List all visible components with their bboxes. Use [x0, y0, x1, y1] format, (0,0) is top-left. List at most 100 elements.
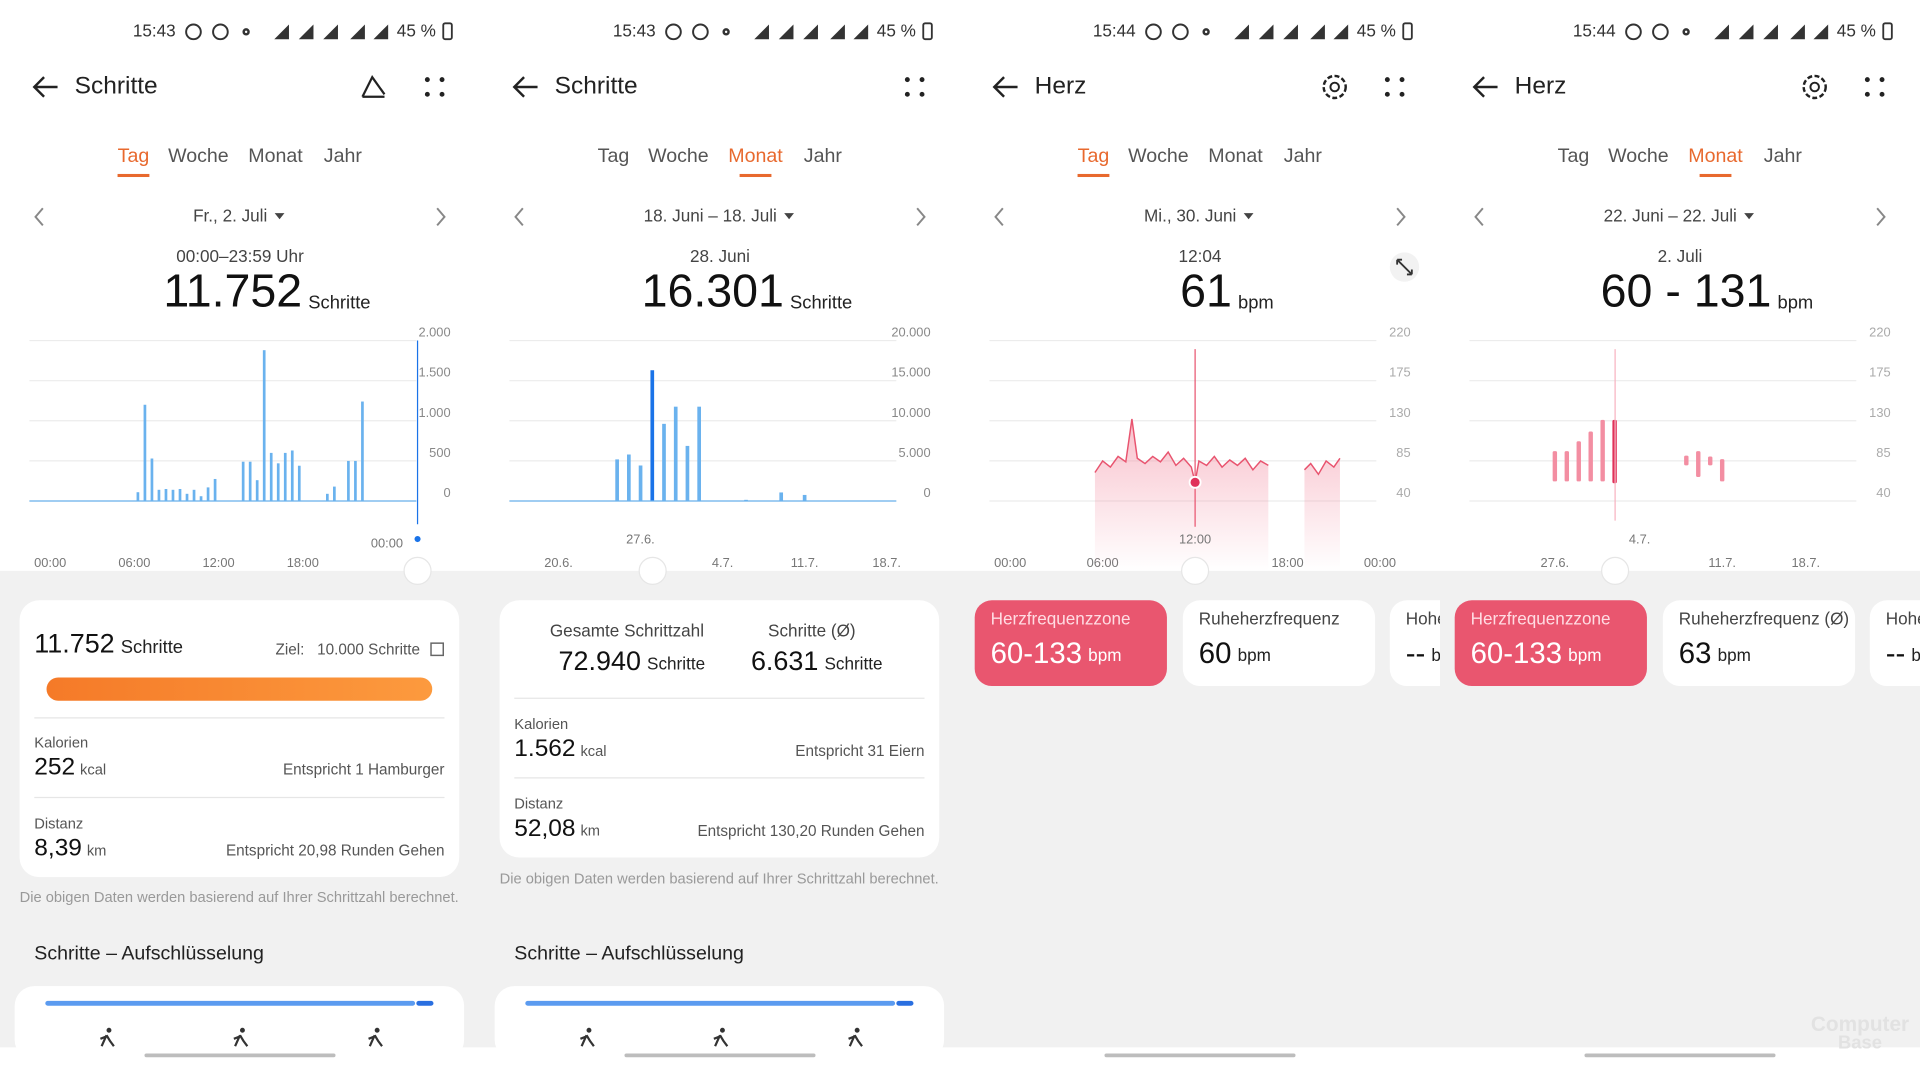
period-tab[interactable]: Jahr — [1764, 145, 1803, 167]
menu-dot[interactable] — [904, 91, 910, 97]
menu-dot[interactable] — [1879, 91, 1885, 97]
menu-dot[interactable] — [1864, 77, 1870, 83]
period-tab[interactable]: Jahr — [324, 145, 363, 167]
metric-card[interactable] — [1662, 600, 1856, 687]
prev-button[interactable] — [994, 207, 1004, 227]
top-background — [0, 0, 480, 571]
x-tick-label: 27.6. — [1541, 555, 1570, 570]
activity-icon-head — [586, 1027, 592, 1033]
big-unit: Schritte — [790, 292, 852, 313]
bar — [157, 489, 161, 502]
next-button[interactable] — [436, 207, 446, 227]
period-tab[interactable]: Tag — [118, 145, 150, 167]
menu-dot[interactable] — [424, 91, 430, 97]
next-button[interactable] — [916, 207, 926, 227]
metric-card[interactable] — [974, 600, 1167, 687]
period-tab[interactable]: Jahr — [1284, 145, 1323, 167]
x-tick-label: 00:00 — [34, 555, 66, 570]
status-icon — [803, 24, 818, 40]
period-tab[interactable]: Tag — [1078, 145, 1110, 167]
bar — [650, 370, 655, 502]
menu-dot[interactable] — [1399, 77, 1405, 83]
x-tick-label: 11.7. — [791, 555, 819, 570]
date-selector[interactable]: Mi., 30. Juni — [1144, 205, 1236, 225]
stat-label: Gesamte Schrittzahl — [550, 621, 704, 641]
route-icon[interactable] — [361, 75, 386, 98]
bar — [361, 401, 364, 502]
metric-card[interactable] — [1454, 600, 1647, 687]
period-tab[interactable]: Jahr — [804, 145, 843, 167]
date-selector[interactable]: 22. Juni – 22. Juli — [1604, 205, 1737, 225]
period-tab[interactable]: Monat — [248, 145, 303, 167]
prev-button[interactable] — [1474, 207, 1484, 227]
status-time: 15:44 — [1573, 20, 1616, 40]
bar — [326, 493, 329, 502]
metric-value: 8,39 — [34, 834, 82, 861]
metric-note: Entspricht 130,20 Runden Gehen — [697, 823, 924, 840]
menu-dot[interactable] — [919, 91, 925, 97]
metric-card[interactable] — [1182, 600, 1376, 687]
period-tab[interactable]: Woche — [648, 145, 709, 167]
period-tab[interactable]: Tag — [1558, 145, 1590, 167]
menu-dot[interactable] — [1864, 91, 1870, 97]
activity-icon — [368, 1034, 383, 1047]
settings-icon[interactable] — [1802, 74, 1827, 100]
period-tab[interactable]: Monat — [1208, 145, 1263, 167]
prev-button[interactable] — [34, 207, 44, 227]
active-tab-underline — [1699, 173, 1732, 178]
y-tick-label: 1.000 — [418, 405, 450, 420]
date-selector[interactable]: Fr., 2. Juli — [193, 205, 267, 225]
y-tick-label: 175 — [1869, 365, 1890, 380]
metric-card[interactable] — [1389, 600, 1582, 687]
status-icon — [185, 23, 202, 41]
status-battery: 45 % — [397, 20, 436, 40]
period-tab[interactable]: Monat — [728, 145, 783, 167]
back-button[interactable] — [512, 76, 538, 98]
settings-icon[interactable] — [1322, 74, 1347, 100]
period-tab[interactable]: Tag — [598, 145, 630, 167]
period-tab[interactable]: Woche — [1608, 145, 1669, 167]
activity-icon — [233, 1034, 249, 1047]
y-tick-label: 20.000 — [891, 325, 930, 340]
range-bar — [1684, 455, 1689, 466]
menu-dot[interactable] — [1384, 91, 1390, 97]
period-tab[interactable]: Woche — [168, 145, 229, 167]
period-tab[interactable]: Monat — [1688, 145, 1743, 167]
home-indicator — [1104, 1053, 1296, 1058]
date-selector[interactable]: 18. Juni – 18. Juli — [644, 205, 777, 225]
back-button[interactable] — [992, 76, 1018, 98]
phone-panel: 15:43 45 % Schritte Tag Woche Monat Jahr 18. Ju… — [480, 0, 960, 1067]
card-unit: bpm — [1238, 645, 1271, 665]
card-label: Hohe — [1886, 608, 1920, 628]
activity-icon — [713, 1034, 729, 1047]
back-button[interactable] — [32, 76, 58, 98]
next-button[interactable] — [1396, 207, 1406, 227]
metric-card[interactable] — [1869, 600, 1920, 687]
menu-dot[interactable] — [1384, 77, 1390, 83]
period-tab[interactable]: Woche — [1128, 145, 1189, 167]
menu-dot[interactable] — [1399, 91, 1405, 97]
scrubber-knob[interactable] — [1181, 556, 1210, 585]
menu-dot[interactable] — [919, 77, 925, 83]
menu-dot[interactable] — [904, 77, 910, 83]
home-indicator — [144, 1053, 336, 1058]
edit-goal-icon[interactable] — [430, 642, 444, 657]
scrubber-knob[interactable] — [1601, 556, 1630, 585]
heart-rate-line — [1094, 418, 1341, 483]
card-label: Ruheherzfrequenz (Ø) — [1679, 608, 1849, 628]
menu-dot[interactable] — [439, 91, 445, 97]
prev-button[interactable] — [514, 207, 524, 227]
bar — [662, 423, 666, 502]
status-icon — [1790, 24, 1805, 40]
next-button[interactable] — [1876, 207, 1886, 227]
scrubber-knob[interactable] — [638, 556, 667, 585]
bar — [779, 492, 784, 502]
menu-dot[interactable] — [439, 77, 445, 83]
menu-dot[interactable] — [1879, 77, 1885, 83]
active-tab-underline — [739, 173, 772, 178]
status-time: 15:43 — [133, 20, 176, 40]
menu-dot[interactable] — [424, 77, 430, 83]
y-tick-label: 5.000 — [898, 445, 930, 460]
scrubber-knob[interactable] — [403, 556, 432, 585]
back-button[interactable] — [1472, 76, 1498, 98]
